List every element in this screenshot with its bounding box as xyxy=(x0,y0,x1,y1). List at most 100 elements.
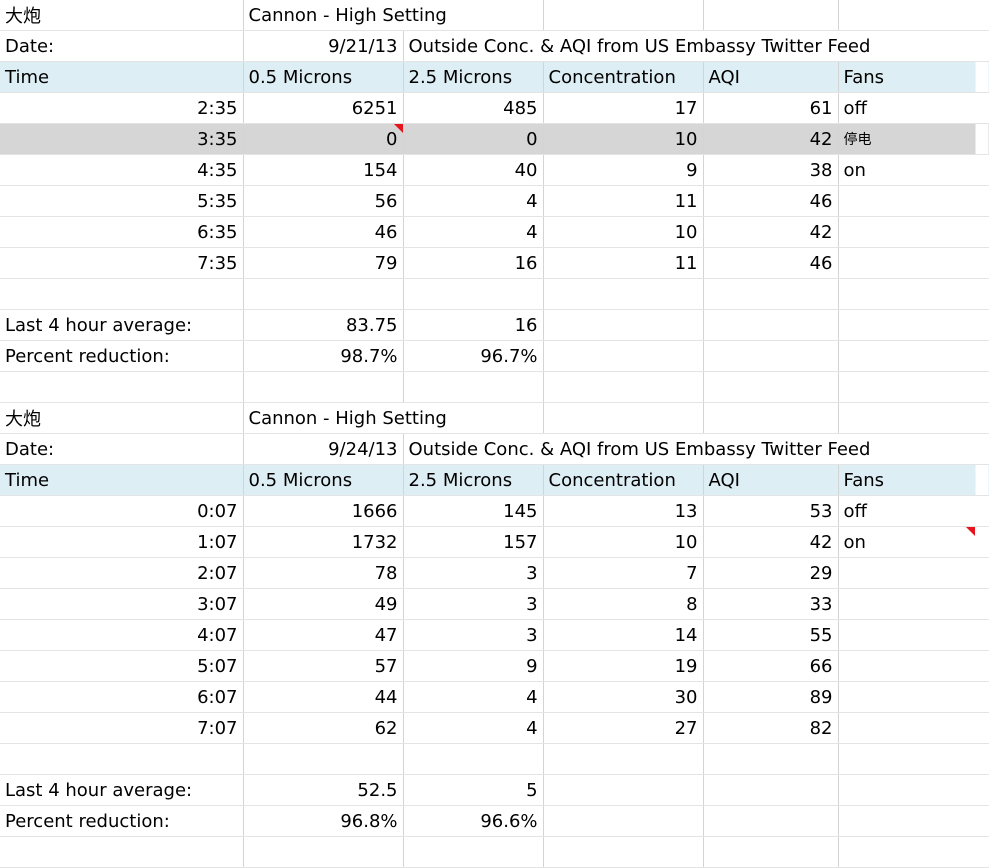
cell[interactable]: 19 xyxy=(543,650,704,682)
cell[interactable]: 145 xyxy=(403,495,544,527)
cell[interactable]: Time xyxy=(0,464,244,496)
cell[interactable] xyxy=(838,340,989,372)
cell[interactable] xyxy=(703,309,839,341)
cell[interactable]: 9 xyxy=(403,650,544,682)
cell[interactable]: 9/21/13 xyxy=(243,30,404,62)
cell[interactable]: Last 4 hour average: xyxy=(0,774,244,806)
cell[interactable]: 10 xyxy=(543,216,704,248)
cell[interactable] xyxy=(838,774,989,806)
cell[interactable]: 96.8% xyxy=(243,805,404,837)
cell[interactable]: 大炮 xyxy=(0,402,244,434)
cell[interactable]: Outside Conc. & AQI from US Embassy Twit… xyxy=(403,433,989,465)
cell[interactable]: 157 xyxy=(403,526,544,558)
cell[interactable] xyxy=(543,402,704,434)
cell[interactable] xyxy=(543,309,704,341)
cell[interactable]: 大炮 xyxy=(0,0,244,31)
cell[interactable] xyxy=(703,0,839,31)
cell[interactable]: AQI xyxy=(703,464,839,496)
cell[interactable]: 38 xyxy=(703,154,839,186)
cell[interactable]: 96.6% xyxy=(403,805,544,837)
cell[interactable] xyxy=(0,278,244,310)
cell[interactable]: 56 xyxy=(243,185,404,217)
cell[interactable] xyxy=(838,681,989,713)
cell[interactable]: Cannon - High Setting xyxy=(243,0,544,31)
cell[interactable] xyxy=(838,619,989,651)
cell[interactable] xyxy=(543,340,704,372)
cell[interactable]: 6:35 xyxy=(0,216,244,248)
cell[interactable]: 8 xyxy=(543,588,704,620)
cell[interactable] xyxy=(703,402,839,434)
cell[interactable]: AQI xyxy=(703,61,839,93)
cell[interactable] xyxy=(703,371,839,403)
cell[interactable] xyxy=(243,371,404,403)
cell[interactable] xyxy=(403,743,544,775)
cell[interactable]: Outside Conc. & AQI from US Embassy Twit… xyxy=(403,30,989,62)
cell[interactable]: 78 xyxy=(243,557,404,589)
cell[interactable] xyxy=(838,805,989,837)
cell[interactable]: 33 xyxy=(703,588,839,620)
cell[interactable] xyxy=(838,650,989,682)
cell[interactable]: 42 xyxy=(703,526,839,558)
cell[interactable]: 7:35 xyxy=(0,247,244,279)
cell[interactable]: 4 xyxy=(403,681,544,713)
cell[interactable]: 2:35 xyxy=(0,92,244,124)
cell[interactable] xyxy=(703,836,839,868)
cell[interactable]: 3:07 xyxy=(0,588,244,620)
cell[interactable]: off xyxy=(838,495,989,527)
cell[interactable] xyxy=(243,278,404,310)
cell[interactable]: 6251 xyxy=(243,92,404,124)
cell[interactable]: 3:35 xyxy=(0,123,244,155)
cell[interactable]: 29 xyxy=(703,557,839,589)
cell[interactable]: 52.5 xyxy=(243,774,404,806)
cell[interactable]: 47 xyxy=(243,619,404,651)
cell[interactable]: on xyxy=(838,154,989,186)
cell[interactable] xyxy=(543,0,704,31)
cell[interactable]: 42 xyxy=(703,216,839,248)
cell[interactable]: 154 xyxy=(243,154,404,186)
cell[interactable]: 49 xyxy=(243,588,404,620)
cell[interactable]: 9/24/13 xyxy=(243,433,404,465)
cell[interactable] xyxy=(838,371,989,403)
cell[interactable]: 96.7% xyxy=(403,340,544,372)
cell[interactable] xyxy=(838,588,989,620)
cell[interactable]: 61 xyxy=(703,92,839,124)
cell[interactable]: 82 xyxy=(703,712,839,744)
cell[interactable]: 16 xyxy=(403,309,544,341)
cell[interactable] xyxy=(543,836,704,868)
cell[interactable]: off xyxy=(838,92,989,124)
cell[interactable] xyxy=(838,309,989,341)
cell[interactable]: 7 xyxy=(543,557,704,589)
cell[interactable]: 5 xyxy=(403,774,544,806)
cell[interactable]: 4 xyxy=(403,185,544,217)
cell[interactable] xyxy=(838,278,989,310)
cell[interactable]: 14 xyxy=(543,619,704,651)
cell[interactable]: 停电 xyxy=(838,123,989,155)
cell[interactable]: 4:07 xyxy=(0,619,244,651)
cell[interactable]: Date: xyxy=(0,433,244,465)
cell[interactable] xyxy=(403,371,544,403)
cell[interactable]: 3 xyxy=(403,588,544,620)
cell[interactable]: 46 xyxy=(703,185,839,217)
cell[interactable]: 44 xyxy=(243,681,404,713)
cell[interactable] xyxy=(838,743,989,775)
cell[interactable]: 98.7% xyxy=(243,340,404,372)
cell[interactable]: 46 xyxy=(703,247,839,279)
cell[interactable]: 0.5 Microns xyxy=(243,61,404,93)
cell[interactable]: 62 xyxy=(243,712,404,744)
cell[interactable]: 13 xyxy=(543,495,704,527)
cell[interactable]: 1666 xyxy=(243,495,404,527)
cell[interactable]: 66 xyxy=(703,650,839,682)
cell[interactable]: Fans xyxy=(838,464,989,496)
cell[interactable]: 16 xyxy=(403,247,544,279)
cell[interactable]: 89 xyxy=(703,681,839,713)
cell[interactable]: 2:07 xyxy=(0,557,244,589)
cell[interactable]: 57 xyxy=(243,650,404,682)
cell[interactable]: 40 xyxy=(403,154,544,186)
cell[interactable] xyxy=(543,743,704,775)
cell[interactable] xyxy=(703,805,839,837)
cell[interactable]: Cannon - High Setting xyxy=(243,402,544,434)
cell[interactable] xyxy=(838,247,989,279)
cell[interactable]: 7:07 xyxy=(0,712,244,744)
cell[interactable]: 2.5 Microns xyxy=(403,464,544,496)
cell[interactable]: 3 xyxy=(403,619,544,651)
